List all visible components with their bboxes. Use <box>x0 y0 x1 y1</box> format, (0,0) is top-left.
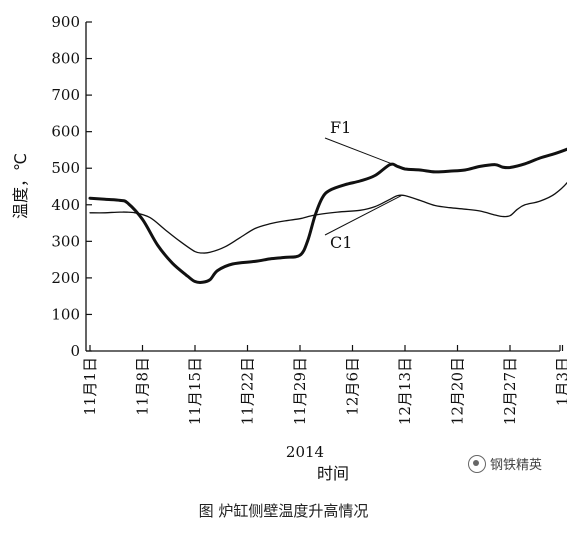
plot-area <box>85 22 560 352</box>
y-tick-label: 500 <box>51 159 80 177</box>
x-tick-label: 11月22日 <box>239 357 257 425</box>
series-annotations: F1 C1 <box>324 118 402 252</box>
y-tick-label: 900 <box>51 13 80 31</box>
y-tick-label: 400 <box>51 196 80 214</box>
x-tick-label: 11月15日 <box>186 357 204 425</box>
x-tick-label: 12月13日 <box>396 357 414 425</box>
watermark-label: 钢铁精英 <box>490 458 543 473</box>
series-layer <box>88 147 567 284</box>
year-label: 2014 <box>286 443 324 461</box>
y-axis-title: 温度，℃ <box>11 153 30 219</box>
annotation-leader-f1 <box>324 137 394 166</box>
x-tick-label: 11月8日 <box>134 357 152 416</box>
y-tick-label: 0 <box>70 342 80 360</box>
year-labels: 20142015 <box>286 443 324 461</box>
y-axis-ticks: 0 100 200 300 400 500 600 700 800 900 <box>51 13 561 360</box>
figure-caption: 图 炉缸侧壁温度升高情况 <box>198 502 369 520</box>
x-tick-label: 11月29日 <box>291 357 309 425</box>
watermark: 钢铁精英 <box>468 454 542 473</box>
series-line-f1 <box>88 147 567 284</box>
y-tick-label: 100 <box>51 305 80 323</box>
x-axis-title: 时间 <box>317 464 349 483</box>
x-tick-label: 1月3日 <box>554 357 567 406</box>
y-tick-label: 200 <box>51 269 80 287</box>
y-tick-label: 300 <box>51 232 80 250</box>
annotation-label-c1: C1 <box>330 233 352 252</box>
y-tick-label: 800 <box>51 50 80 68</box>
x-axis-ticks: 11月1日 11月8日 11月15日 11月22日 11月29日 12月6日 12月13日 1… <box>81 345 567 425</box>
x-tick-label: 11月1日 <box>81 357 99 416</box>
series-line-c1 <box>89 181 567 254</box>
x-tick-label: 12月20日 <box>449 357 467 425</box>
x-tick-label: 12月27日 <box>501 357 519 425</box>
x-tick-label: 12月6日 <box>344 357 362 416</box>
y-tick-label: 600 <box>51 123 80 141</box>
wechat-badge-icon <box>468 454 486 473</box>
y-tick-label: 700 <box>51 86 80 104</box>
annotation-label-f1: F1 <box>330 118 351 137</box>
annotation-leader-c1 <box>324 195 402 236</box>
